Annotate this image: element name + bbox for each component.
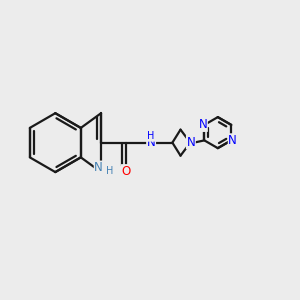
Text: H: H	[106, 166, 113, 176]
Text: N: N	[228, 134, 237, 147]
Text: O: O	[122, 165, 131, 178]
Text: N: N	[199, 118, 207, 131]
Text: N: N	[187, 136, 195, 148]
Text: N: N	[147, 136, 155, 149]
Text: N: N	[94, 161, 103, 174]
Text: H: H	[147, 131, 155, 141]
